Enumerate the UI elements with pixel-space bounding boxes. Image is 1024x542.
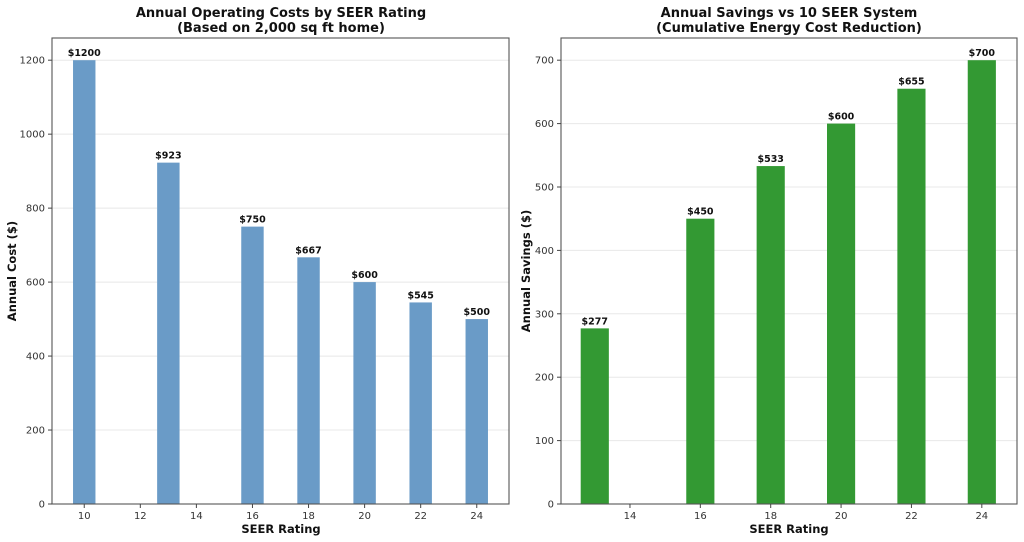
y-tick-label: 800 xyxy=(26,204,45,215)
y-tick-label: 700 xyxy=(535,56,554,67)
data-label: $545 xyxy=(407,290,433,301)
bar xyxy=(897,88,926,505)
y-axis-label: Annual Cost ($) xyxy=(5,221,19,321)
x-tick-label: 14 xyxy=(624,511,637,522)
y-tick-label: 400 xyxy=(535,246,554,257)
y-tick-label: 200 xyxy=(535,373,554,384)
bar xyxy=(241,226,264,504)
bar xyxy=(580,328,609,504)
bar xyxy=(827,123,856,505)
data-label: $655 xyxy=(898,77,924,88)
y-tick-label: 600 xyxy=(535,119,554,130)
x-axis-label: SEER Rating xyxy=(241,522,320,536)
y-tick-label: 1200 xyxy=(20,56,45,67)
x-axis-label: SEER Rating xyxy=(749,522,828,536)
bar xyxy=(353,282,376,504)
chart-title: Annual Savings vs 10 SEER System xyxy=(661,6,918,21)
bar xyxy=(465,319,488,504)
y-axis-label: Annual Savings ($) xyxy=(519,210,533,332)
bar xyxy=(967,60,996,504)
x-tick-label: 16 xyxy=(694,511,707,522)
y-tick-label: 400 xyxy=(26,352,45,363)
x-tick-label: 18 xyxy=(764,511,777,522)
data-label: $500 xyxy=(464,307,491,318)
bar xyxy=(686,218,715,504)
data-label: $600 xyxy=(351,270,378,281)
y-tick-label: 200 xyxy=(26,426,45,437)
y-tick-label: 0 xyxy=(39,500,45,511)
chart-title: Annual Operating Costs by SEER Rating xyxy=(136,6,426,21)
x-tick-label: 14 xyxy=(190,511,203,522)
x-tick-label: 22 xyxy=(414,511,427,522)
x-tick-label: 24 xyxy=(470,511,483,522)
bar xyxy=(756,166,785,505)
data-label: $533 xyxy=(757,154,783,165)
data-label: $1200 xyxy=(68,48,101,59)
data-label: $700 xyxy=(969,48,996,59)
data-label: $667 xyxy=(295,245,321,256)
bar xyxy=(297,257,320,504)
data-label: $750 xyxy=(239,215,266,226)
x-tick-label: 20 xyxy=(835,511,848,522)
x-tick-label: 22 xyxy=(905,511,918,522)
x-tick-label: 20 xyxy=(358,511,371,522)
y-tick-label: 1000 xyxy=(20,130,45,141)
y-tick-label: 500 xyxy=(535,182,554,193)
bar xyxy=(409,302,432,504)
x-tick-label: 12 xyxy=(134,511,147,522)
chart-subtitle: (Cumulative Energy Cost Reduction) xyxy=(656,21,922,36)
y-tick-label: 600 xyxy=(26,278,45,289)
x-tick-label: 24 xyxy=(975,511,988,522)
data-label: $450 xyxy=(687,207,714,218)
y-tick-label: 0 xyxy=(548,500,554,511)
annual-savings-chart: Annual Savings vs 10 SEER System (Cumula… xyxy=(519,6,1018,536)
x-tick-label: 16 xyxy=(246,511,259,522)
y-tick-label: 100 xyxy=(535,436,554,447)
y-tick-label: 300 xyxy=(535,309,554,320)
x-tick-label: 10 xyxy=(78,511,91,522)
chart-subtitle: (Based on 2,000 sq ft home) xyxy=(177,21,385,36)
data-label: $600 xyxy=(828,112,855,123)
data-label: $277 xyxy=(582,316,608,327)
operating-costs-chart: Annual Operating Costs by SEER Rating (B… xyxy=(5,6,510,536)
axes-frame xyxy=(560,37,1018,505)
axes-frame xyxy=(51,37,510,505)
bar xyxy=(157,162,180,504)
data-label: $923 xyxy=(155,151,181,162)
x-tick-label: 18 xyxy=(302,511,315,522)
bar xyxy=(73,60,96,504)
